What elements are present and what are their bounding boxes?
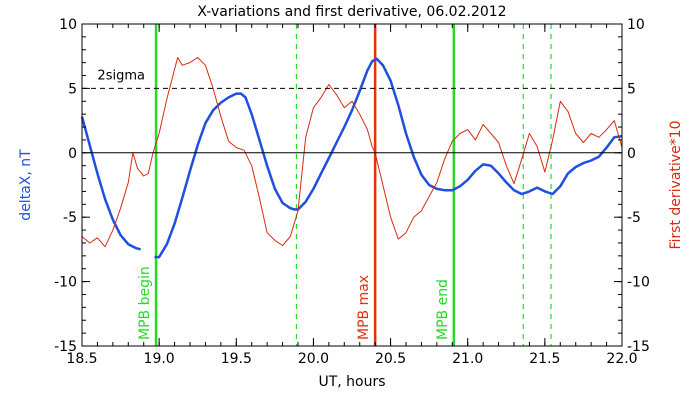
marker-label-2: MPB max [356, 275, 372, 340]
series-deltaX-line-1 [154, 57, 623, 259]
y-tick-label-left: -10 [54, 275, 77, 291]
x-tick-label: 20.5 [375, 351, 406, 367]
series-derivative-line-0 [81, 57, 623, 248]
y-tick-label-left: 10 [59, 17, 77, 33]
x-tick-label: 22.0 [606, 351, 637, 367]
threshold-label: 2sigma [97, 68, 145, 83]
y-tick-label-right: -10 [627, 275, 650, 291]
series-deltaX-line-0 [80, 116, 141, 251]
y-tick-label-left: -15 [54, 339, 77, 355]
marker-label-0: MPB begin [137, 266, 153, 340]
y-tick-label-right: 10 [627, 17, 645, 33]
x-tick-label: 18.5 [66, 351, 97, 367]
y-tick-label-right: -15 [627, 339, 650, 355]
plot-frame [81, 23, 623, 347]
x-tick-label: 19.0 [144, 351, 175, 367]
x-tick-label: 21.5 [529, 351, 560, 367]
y-tick-label-left: 0 [68, 146, 77, 162]
x-axis-label: UT, hours [318, 374, 385, 390]
x-tick-label: 20.0 [298, 351, 329, 367]
y-tick-label-left: -5 [63, 210, 77, 226]
y-tick-label-right: 5 [627, 81, 636, 97]
y-axis-label-right: First derivative*10 [668, 120, 684, 249]
series-lines [80, 57, 623, 259]
chart-title: X-variations and first derivative, 06.02… [197, 4, 506, 20]
axis-ticks: 18.5 19.0 19.5 20.0 20.5 21.0 21.5 22.0-15 -15-1… [54, 17, 650, 367]
y-tick-label-right: -5 [627, 210, 641, 226]
x-tick-label: 19.5 [221, 351, 252, 367]
y-axis-label-left: deltaX, nT [18, 149, 34, 221]
marker-label-3: MPB end [435, 279, 451, 340]
y-tick-label-right: 0 [627, 146, 636, 162]
x-tick-label: 21.0 [452, 351, 483, 367]
y-tick-label-left: 5 [68, 81, 77, 97]
reference-lines [82, 87, 622, 154]
vertical-markers: MPB begin MPB max MPB end [137, 24, 552, 346]
